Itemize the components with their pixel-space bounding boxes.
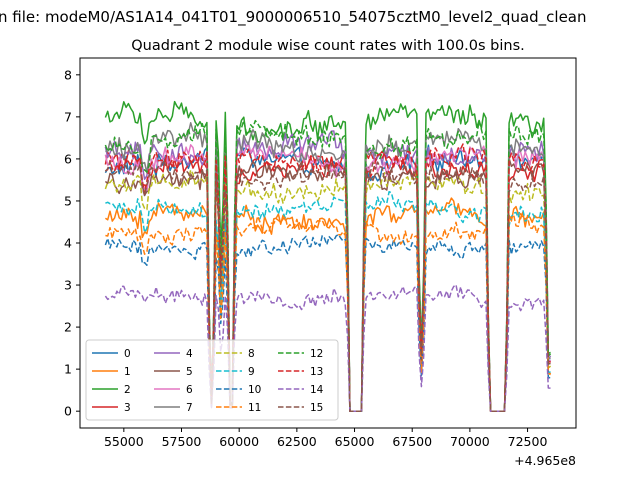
y-tick-label: 7 — [64, 109, 72, 124]
legend-label: 7 — [186, 402, 193, 414]
series-line-module-10 — [104, 233, 551, 412]
x-tick-label: 67500 — [392, 434, 432, 449]
series-line-module-14 — [104, 284, 551, 412]
x-tick-label: 70000 — [450, 434, 490, 449]
legend-label: 2 — [124, 384, 131, 396]
legend-label: 13 — [310, 366, 323, 378]
y-tick-label: 3 — [64, 278, 72, 293]
x-tick-label: 57500 — [162, 434, 202, 449]
series-line-module-8 — [104, 169, 552, 412]
legend-label: 3 — [124, 402, 131, 414]
series-line-module-12 — [104, 119, 552, 412]
x-tick-label: 65000 — [335, 434, 375, 449]
legend-label: 14 — [310, 384, 324, 396]
figure-suptitle: n file: modeM0/AS1A14_041T01_9000006510_… — [0, 8, 587, 27]
legend-label: 9 — [248, 366, 255, 378]
x-offset-label: +4.965e8 — [514, 453, 576, 468]
x-tick-label: 62500 — [277, 434, 317, 449]
x-tick-label: 72500 — [508, 434, 548, 449]
legend-label: 11 — [248, 402, 261, 414]
legend-label: 15 — [310, 402, 323, 414]
series-line-module-11 — [105, 213, 551, 412]
legend-label: 12 — [310, 348, 323, 360]
series-line-module-13 — [105, 143, 551, 412]
series-line-module-6 — [104, 144, 552, 412]
legend-label: 4 — [186, 348, 193, 360]
y-tick-label: 5 — [64, 193, 72, 208]
y-tick-label: 0 — [64, 404, 72, 419]
legend-label: 8 — [248, 348, 255, 360]
y-axis: 0 1 2 3 4 5 6 7 8 — [64, 67, 80, 419]
series-line-module-2 — [104, 100, 551, 412]
legend-label: 5 — [186, 366, 193, 378]
y-tick-label: 1 — [64, 362, 72, 377]
x-tick-label: 60000 — [219, 434, 259, 449]
legend-label: 0 — [124, 348, 131, 360]
legend-label: 10 — [248, 384, 261, 396]
series-line-module-15 — [104, 159, 552, 412]
legend-frame — [85, 339, 339, 421]
legend-label: 6 — [186, 384, 193, 396]
series-layer — [104, 100, 552, 412]
x-axis: 55000 57500 60000 62500 65000 67500 70000 72500 — [104, 428, 548, 449]
y-tick-label: 4 — [64, 236, 72, 251]
chart-title: Quadrant 2 module wise count rates with … — [131, 38, 525, 54]
series-line-module-9 — [105, 190, 551, 412]
legend-label: 1 — [124, 366, 131, 378]
y-tick-label: 8 — [64, 67, 72, 82]
y-tick-label: 6 — [64, 151, 72, 166]
y-tick-label: 2 — [64, 320, 72, 335]
x-tick-label: 55000 — [104, 434, 144, 449]
series-line-module-7 — [105, 122, 551, 412]
